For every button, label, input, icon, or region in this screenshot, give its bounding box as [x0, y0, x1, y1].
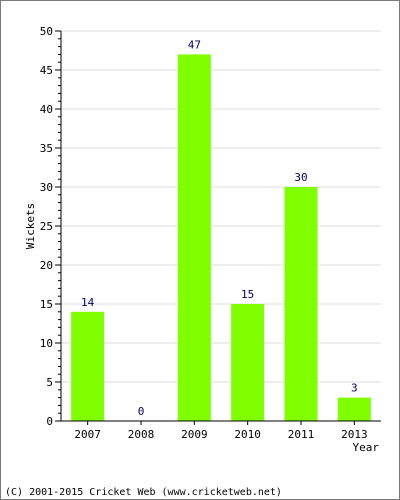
y-tick-label: 45 — [40, 64, 53, 77]
y-tick-label: 25 — [40, 220, 53, 233]
x-tick-label: 2011 — [288, 428, 315, 441]
data-label: 30 — [294, 171, 307, 184]
data-label: 3 — [351, 382, 358, 395]
y-tick-label: 20 — [40, 259, 53, 272]
x-tick-label: 2008 — [128, 428, 155, 441]
y-tick-label: 50 — [40, 25, 53, 38]
copyright-footer: (C) 2001-2015 Cricket Web (www.cricketwe… — [5, 487, 282, 498]
x-tick-label: 2007 — [74, 428, 101, 441]
y-tick-label: 0 — [46, 415, 53, 428]
y-tick-label: 5 — [46, 376, 53, 389]
x-tick-label: 2013 — [341, 428, 368, 441]
data-labels: 14 0 47 15 30 3 — [81, 38, 358, 418]
bar — [231, 304, 265, 421]
y-tick-label: 35 — [40, 142, 53, 155]
bar — [337, 397, 371, 421]
bar — [284, 187, 318, 421]
bars — [71, 54, 371, 422]
data-label: 47 — [188, 38, 201, 51]
y-tick-label: 10 — [40, 337, 53, 350]
x-tick-label: 2009 — [181, 428, 208, 441]
y-tick-label: 30 — [40, 181, 53, 194]
x-axis-ticks: 2007 2008 2009 2010 2011 2013 — [74, 421, 368, 441]
data-label: 15 — [241, 288, 254, 301]
y-axis-label: Wickets — [24, 203, 37, 249]
bar — [177, 54, 211, 422]
y-tick-label: 15 — [40, 298, 53, 311]
y-axis-ticks: 0 5 10 15 20 25 30 35 40 45 50 — [40, 25, 61, 428]
data-label: 14 — [81, 296, 95, 309]
x-axis-label: Year — [353, 441, 380, 454]
gridlines — [61, 30, 381, 383]
x-tick-label: 2010 — [234, 428, 261, 441]
bar — [71, 311, 105, 421]
y-tick-label: 40 — [40, 103, 53, 116]
data-label: 0 — [138, 405, 145, 418]
